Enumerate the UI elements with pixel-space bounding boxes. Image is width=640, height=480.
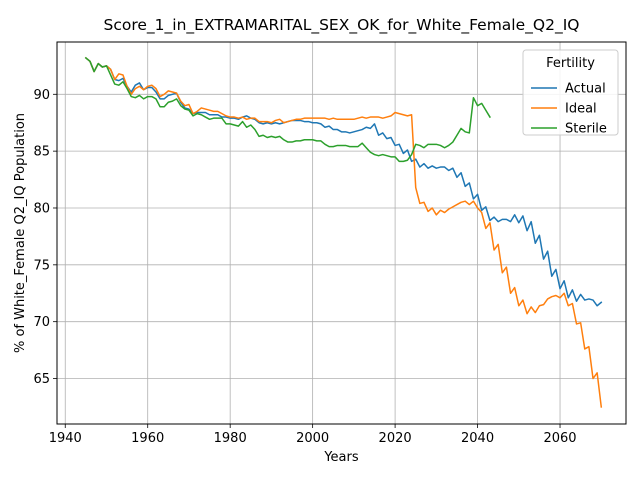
x-tick-label: 2060 [543, 431, 576, 446]
plot-frame [56, 41, 627, 425]
legend-items: Actual Ideal Sterile [531, 82, 607, 137]
y-axis: 65 70 75 80 85 90 [33, 88, 57, 387]
x-tick-label: 2020 [379, 431, 412, 446]
y-tick-label: 75 [33, 258, 50, 273]
legend-title: Fertility [546, 56, 595, 71]
x-axis-label: Years [323, 450, 359, 465]
y-tick-label: 70 [33, 315, 50, 330]
legend-box [522, 49, 619, 136]
y-tick-label: 90 [33, 88, 50, 103]
x-tick-label: 2000 [296, 431, 329, 446]
chart-title: Score_1_in_EXTRAMARITAL_SEX_OK_for_White… [104, 16, 580, 35]
x-axis: 1940 1960 1980 2000 2020 2040 2060 [49, 424, 577, 446]
y-tick-label: 80 [33, 201, 50, 216]
legend: Fertility Actual Ideal Sterile [522, 49, 619, 137]
x-tick-label: 1940 [49, 431, 82, 446]
series-line-sterile [84, 56, 491, 163]
x-tick-label: 1960 [131, 431, 164, 446]
x-tick-label: 2040 [461, 431, 494, 446]
legend-label-ideal: Ideal [565, 102, 597, 117]
series-line-ideal [84, 56, 603, 408]
x-tick-label: 1980 [214, 431, 247, 446]
legend-label-actual: Actual [565, 82, 606, 97]
y-tick-label: 65 [33, 372, 50, 387]
legend-label-sterile: Sterile [565, 122, 607, 137]
y-tick-label: 85 [33, 145, 50, 160]
grid [57, 42, 626, 424]
series-line-actual [84, 56, 603, 307]
y-axis-label: % of White_Female Q2_IQ Population [13, 113, 28, 353]
series-layer [84, 56, 603, 408]
